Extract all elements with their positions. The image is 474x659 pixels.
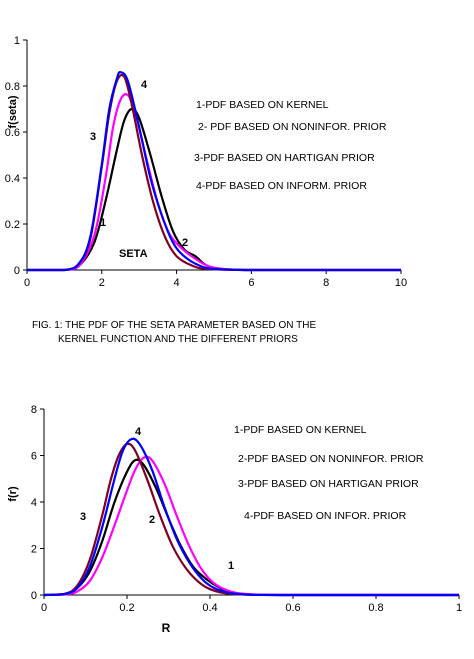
chart2-legend-entry-1: 1-PDF BASED ON KERNEL (234, 424, 367, 436)
chart2-annotation-curve-1: 1 (228, 560, 234, 572)
chart2-annotation-curve-4: 4 (135, 426, 142, 438)
chart2-legend-entry-4: 4-PDF BASED ON INFOR. PRIOR (244, 510, 407, 522)
chart2-y-tick-label: 8 (31, 404, 37, 416)
chart1-y-axis-label: f(seta) (7, 95, 19, 128)
chart1-annotation-curve-2: 2 (182, 237, 188, 249)
chart2-y-axis-label: f(r) (7, 486, 19, 502)
chart1-y-tick-label: 0.4 (5, 173, 20, 185)
chart1-y-tick-label: 0.6 (5, 127, 20, 139)
chart1-annotation-curve-4: 4 (141, 79, 148, 91)
chart1-y-tick-label: 0 (14, 265, 20, 277)
chart2-x-tick-label: 0.4 (202, 602, 217, 614)
chart2-x-tick-label: 0.6 (285, 602, 300, 614)
chart2-y-tick-label: 0 (31, 590, 37, 602)
chart1-legend-entry-3: 3-PDF BASED ON HARTIGAN PRIOR (194, 152, 375, 164)
chart2-y-tick-label: 6 (31, 451, 37, 463)
chart1-x-tick-label: 10 (395, 277, 407, 289)
figure-caption-line-2: KERNEL FUNCTION AND THE DIFFERENT PRIORS (58, 334, 298, 345)
chart2-x-tick-label: 0.8 (368, 602, 383, 614)
chart1-series-4-line (27, 71, 401, 272)
chart2-y-tick-label: 4 (31, 497, 37, 509)
chart1-x-tick-label: 0 (24, 277, 30, 289)
chart1-x-tick-label: 6 (248, 277, 254, 289)
chart2-annotation-curve-2: 2 (149, 514, 155, 526)
chart1-y-tick-label: 0.2 (5, 219, 20, 231)
chart1-x-tick-label: 2 (99, 277, 105, 289)
chart2-x-axis-label: R (162, 621, 171, 635)
chart2-x-tick-label: 0 (41, 602, 47, 614)
chart1-annotation-seta: SETA (119, 248, 148, 260)
chart2-y-tick-label: 2 (31, 544, 37, 556)
chart1-x-tick-label: 8 (323, 277, 329, 289)
chart2-series-4-line (43, 437, 459, 597)
chart1-legend-entry-1: 1-PDF BASED ON KERNEL (196, 99, 329, 111)
chart1-y-tick-label: 1 (14, 35, 20, 47)
chart2-legend-entry-2: 2-PDF BASED ON NONINFOR. PRIOR (238, 453, 424, 465)
chart1-legend-entry-4: 4-PDF BASED ON INFORM. PRIOR (196, 180, 367, 192)
chart1-annotation-curve-3: 3 (90, 131, 96, 143)
chart1-y-tick-label: 0.8 (5, 81, 20, 93)
chart2-legend-entry-3: 3-PDF BASED ON HARTIGAN PRIOR (238, 478, 419, 490)
chart1-legend-entry-2: 2- PDF BASED ON NONINFOR. PRIOR (198, 121, 387, 133)
chart1-x-tick-label: 4 (174, 277, 180, 289)
chart2-x-tick-label: 1 (456, 602, 462, 614)
chart2-annotation-curve-3: 3 (80, 511, 86, 523)
chart1-annotation-curve-1: 1 (100, 217, 106, 229)
chart2-x-tick-label: 0.2 (119, 602, 134, 614)
figure-caption-line-1: FIG. 1: THE PDF OF THE SETA PARAMETER BA… (32, 320, 317, 331)
